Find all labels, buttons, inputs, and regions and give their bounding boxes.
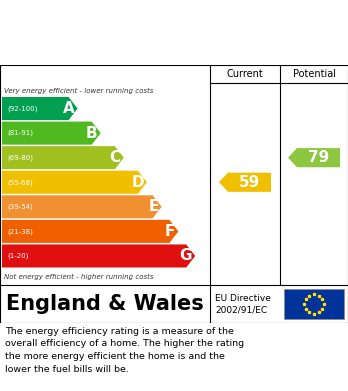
Text: Potential: Potential bbox=[293, 69, 335, 79]
Polygon shape bbox=[2, 171, 147, 194]
Polygon shape bbox=[2, 195, 161, 218]
Text: (39-54): (39-54) bbox=[7, 204, 33, 210]
Text: Very energy efficient - lower running costs: Very energy efficient - lower running co… bbox=[4, 88, 153, 94]
Text: 79: 79 bbox=[308, 150, 329, 165]
Polygon shape bbox=[288, 148, 340, 167]
Text: (69-80): (69-80) bbox=[7, 154, 33, 161]
Polygon shape bbox=[2, 146, 124, 169]
Text: (81-91): (81-91) bbox=[7, 130, 33, 136]
Text: G: G bbox=[180, 248, 192, 264]
Text: The energy efficiency rating is a measure of the
overall efficiency of a home. T: The energy efficiency rating is a measur… bbox=[5, 327, 244, 373]
Text: E: E bbox=[148, 199, 159, 214]
Polygon shape bbox=[219, 173, 271, 192]
Polygon shape bbox=[2, 97, 78, 120]
Text: EU Directive
2002/91/EC: EU Directive 2002/91/EC bbox=[215, 294, 271, 314]
Text: England & Wales: England & Wales bbox=[6, 294, 204, 314]
Text: Energy Efficiency Rating: Energy Efficiency Rating bbox=[69, 43, 279, 59]
Text: (21-38): (21-38) bbox=[7, 228, 33, 235]
Text: 59: 59 bbox=[239, 175, 260, 190]
Text: A: A bbox=[63, 101, 74, 116]
Polygon shape bbox=[2, 244, 195, 267]
Text: D: D bbox=[131, 175, 144, 190]
Polygon shape bbox=[2, 220, 179, 243]
Text: (1-20): (1-20) bbox=[7, 253, 29, 259]
Text: C: C bbox=[110, 150, 121, 165]
Bar bbox=[284, 289, 344, 319]
Text: (55-68): (55-68) bbox=[7, 179, 33, 185]
Text: (92-100): (92-100) bbox=[7, 105, 37, 112]
Text: Not energy efficient - higher running costs: Not energy efficient - higher running co… bbox=[4, 274, 153, 280]
Text: B: B bbox=[86, 126, 98, 141]
Text: Current: Current bbox=[227, 69, 263, 79]
Text: F: F bbox=[165, 224, 175, 239]
Polygon shape bbox=[2, 122, 101, 145]
